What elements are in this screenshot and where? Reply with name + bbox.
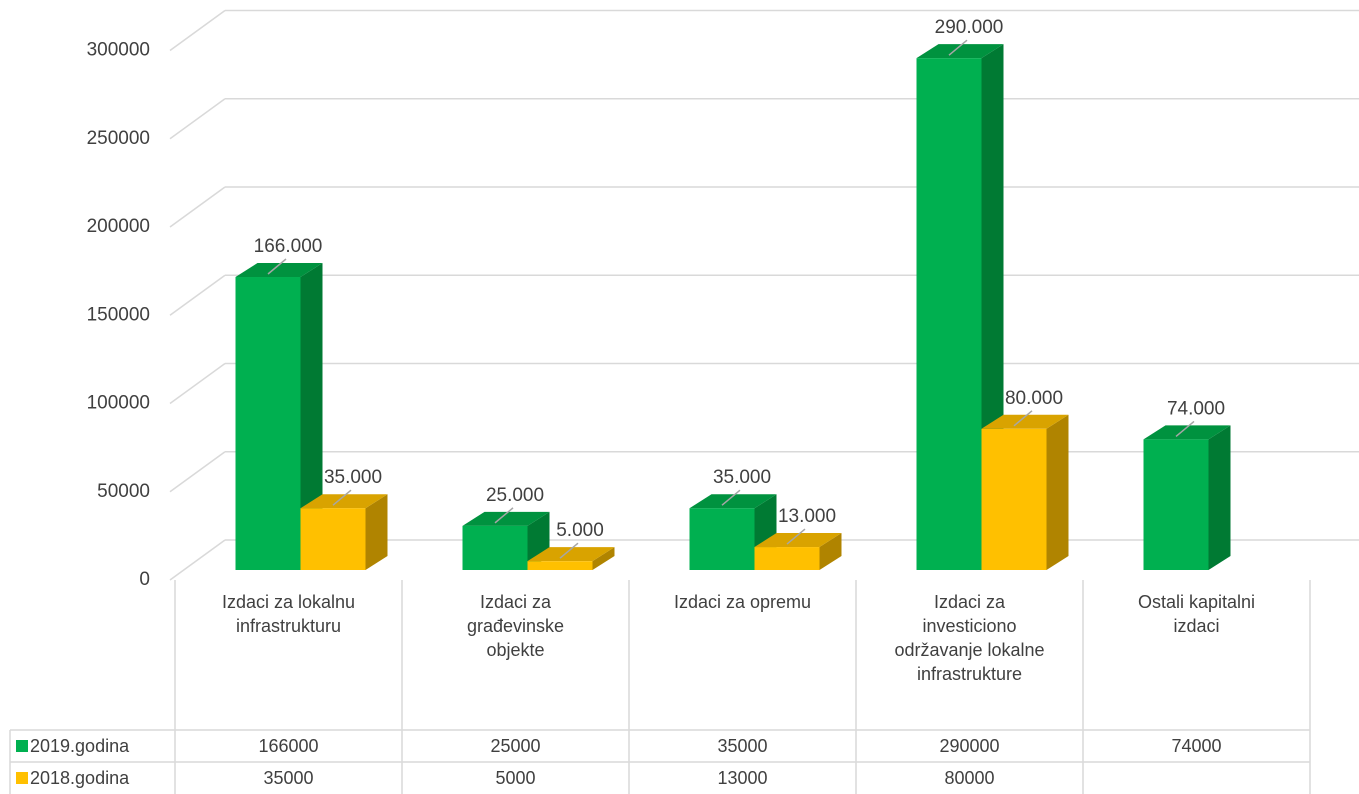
leader-line [1013,410,1033,427]
bar-side [1046,414,1069,570]
bar [754,533,842,570]
bar-top [754,533,842,548]
x-tick-label: Izdaci za investiciono održavanje lokaln… [894,592,1045,684]
x-tick-label: Izdaci za građevinske objekte [466,592,565,660]
y-tick-label: 50000 [97,481,150,502]
bar-front [462,525,528,570]
bar [527,547,615,570]
bar-side [819,533,842,570]
table-cell: 13000 [717,768,768,788]
leader-line [494,507,514,524]
legend-swatch [16,772,28,784]
bar-side [1208,425,1231,570]
bar-front [527,561,593,570]
bar-top [235,263,323,278]
leader-line [721,489,741,506]
grid-line-floor [169,274,226,316]
bar [1143,425,1231,570]
bar-top [916,44,1004,59]
y-tick-label: 300000 [87,40,150,61]
leader-line [559,542,579,559]
data-label: 290.000 [935,17,1004,38]
grid-line-floor [169,186,226,228]
y-tick-label: 100000 [87,393,150,414]
bar-front [981,428,1047,570]
bar-front [300,508,366,570]
grid-line-floor [169,9,226,52]
leader-line [786,528,806,545]
bar [462,511,550,570]
data-label: 35.000 [324,467,382,488]
bar [916,44,1004,571]
y-tick-label: 150000 [87,304,150,325]
data-label: 5.000 [556,520,604,541]
bar-top [1143,425,1231,440]
legend-label: 2018.godina [30,768,130,788]
grid-line-floor [169,362,226,405]
bar-front [235,277,301,570]
table-cell: 74000 [1171,736,1222,756]
data-label: 25.000 [486,485,544,506]
data-label: 13.000 [778,506,836,527]
table-cell [1083,762,1310,794]
leader-line [332,489,352,506]
data-label: 74.000 [1167,398,1225,419]
y-tick-label: 0 [139,569,150,590]
table-cell: 290000 [939,736,1000,756]
bar-front [754,547,820,570]
bar-top [462,511,550,526]
bar-top [527,547,615,562]
grid-line-floor [169,539,226,581]
table-cell: 5000 [495,768,536,788]
y-tick-label: 250000 [87,128,150,149]
bar [235,263,323,570]
bar-top [981,414,1069,429]
bar [981,414,1069,570]
table-cell: 25000 [490,736,541,756]
grid-line-floor [169,98,226,140]
bar-side [592,547,615,570]
x-tick-label: Ostali kapitalni izdaci [1137,592,1256,636]
data-label: 166.000 [254,236,323,257]
bar-side [300,263,323,570]
x-tick-label: Izdaci za opremu [673,592,812,612]
bar [300,494,388,570]
table-cell: 35000 [717,736,768,756]
leader-line [267,258,287,275]
table-cell: 166000 [258,736,319,756]
bar-front [916,58,982,571]
grid-line-floor [169,451,226,493]
legend-swatch [16,740,28,752]
leader-line [1175,420,1195,437]
data-label: 80.000 [1005,388,1063,409]
legend-label: 2019.godina [30,736,130,756]
leader-line [948,39,968,56]
data-label: 35.000 [713,467,771,488]
bar-top [300,494,388,509]
y-tick-label: 200000 [87,216,150,237]
x-tick-label: Izdaci za lokalnu infrastrukturu [221,592,356,636]
table-cell: 35000 [263,768,314,788]
bar-front [1143,439,1209,570]
bar-front [689,508,755,570]
bar-top [689,494,777,509]
bar-side [365,494,388,570]
table-cell: 80000 [944,768,995,788]
